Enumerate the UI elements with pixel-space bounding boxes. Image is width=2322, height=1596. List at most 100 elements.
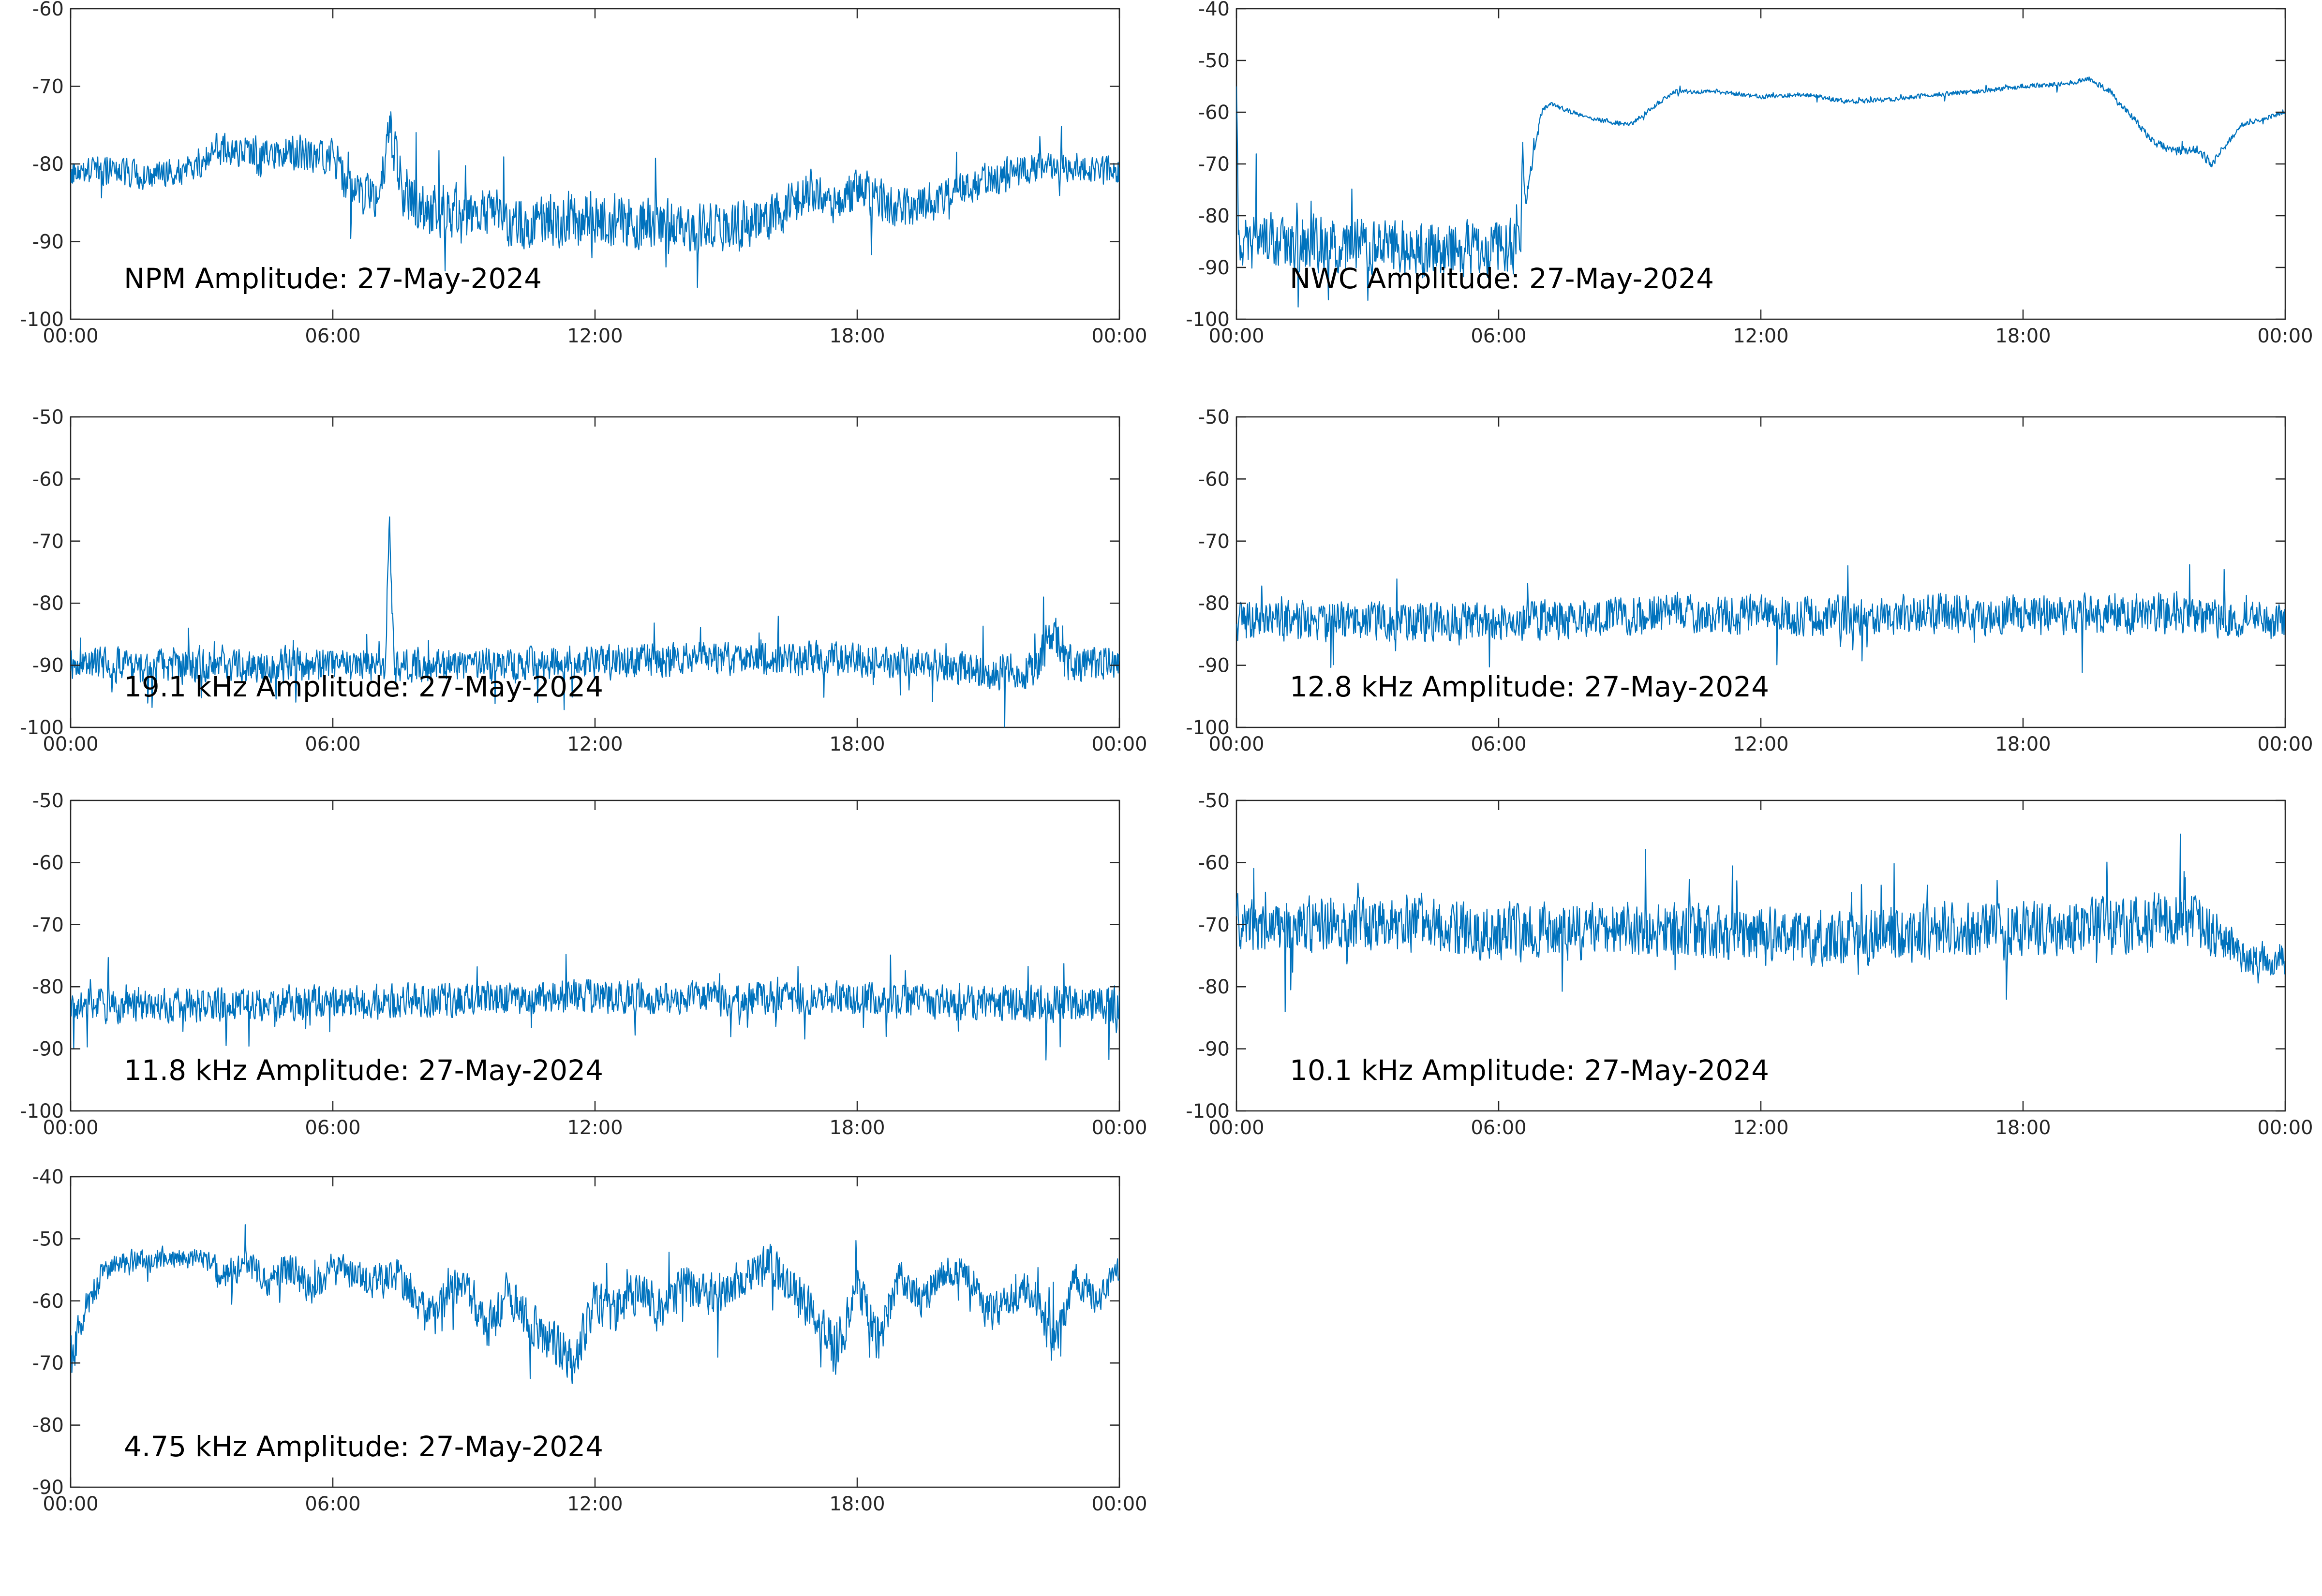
x-tick-label: 00:00 (1091, 1493, 1147, 1515)
y-tick-label: -70 (32, 914, 64, 936)
y-tick-label: -100 (1186, 1100, 1230, 1123)
y-tick-label: -100 (20, 717, 64, 739)
x-tick-label: 12:00 (567, 325, 623, 347)
y-tick-label: -60 (32, 0, 64, 20)
y-tick-label: -60 (1198, 852, 1230, 874)
panel-ticks: 00:00 06:00 12:00 18:00 00:00 -50 -60 -70 -80 -90… (1186, 406, 2313, 755)
panel-4-75-khz-amplitude: 00:00 06:00 12:00 18:00 00:00 -40 -50 -60 -70 -80… (32, 1166, 1147, 1515)
y-tick-label: -60 (32, 852, 64, 874)
y-tick-label: -50 (1198, 406, 1230, 429)
x-tick-label: 12:00 (567, 1493, 623, 1515)
y-tick-label: -80 (32, 976, 64, 998)
y-tick-label: -90 (32, 655, 64, 677)
x-tick-label: 00:00 (1091, 325, 1147, 347)
x-tick-label: 06:00 (305, 733, 360, 755)
panel-title: 4.75 kHz Amplitude: 27-May-2024 (124, 1430, 603, 1463)
panel-title: NPM Amplitude: 27-May-2024 (124, 262, 542, 295)
y-tick-label: -90 (32, 231, 64, 253)
panel-nwc-amplitude: 00:00 06:00 12:00 18:00 00:00 -40 -50 -60 -70 -80… (1186, 0, 2313, 347)
series-1-line (71, 1224, 1119, 1384)
panel-marks (1236, 564, 2285, 673)
x-tick-label: 18:00 (1995, 733, 2051, 755)
panel-marks (1236, 833, 2285, 1013)
y-tick-label: -70 (1198, 914, 1230, 936)
series-1-line (1236, 76, 2285, 308)
panel-11-8-khz-amplitude: 00:00 06:00 12:00 18:00 00:00 -50 -60 -70 -80 -90… (20, 790, 1147, 1139)
y-tick-label: -90 (1198, 257, 1230, 279)
panel-title: 12.8 kHz Amplitude: 27-May-2024 (1290, 670, 1769, 703)
x-tick-label: 00:00 (2257, 733, 2313, 755)
x-tick-label: 00:00 (1208, 733, 1264, 755)
x-tick-label: 00:00 (43, 325, 98, 347)
x-tick-label: 00:00 (1091, 1117, 1147, 1139)
x-tick-label: 12:00 (1733, 1117, 1788, 1139)
x-tick-label: 06:00 (305, 1493, 360, 1515)
y-tick-label: -100 (20, 1100, 64, 1123)
panel-ticks: 00:00 06:00 12:00 18:00 00:00 -40 -50 -60 -70 -80… (32, 1166, 1147, 1515)
y-tick-label: -100 (20, 309, 64, 331)
y-tick-label: -50 (32, 406, 64, 429)
x-tick-label: 00:00 (1208, 1117, 1264, 1139)
y-tick-label: -50 (1198, 790, 1230, 812)
y-tick-label: -80 (1198, 592, 1230, 615)
series-1-line (71, 516, 1119, 727)
y-tick-label: -70 (1198, 531, 1230, 553)
y-tick-label: -40 (1198, 0, 1230, 20)
panel-ticks: 00:00 06:00 12:00 18:00 00:00 -50 -60 -70 -80 -90… (20, 406, 1147, 755)
x-tick-label: 00:00 (1208, 325, 1264, 347)
y-tick-label: -80 (1198, 976, 1230, 998)
x-tick-label: 12:00 (567, 733, 623, 755)
y-tick-label: -70 (32, 76, 64, 98)
x-tick-label: 06:00 (1471, 1117, 1526, 1139)
panel-12-8-khz-amplitude: 00:00 06:00 12:00 18:00 00:00 -50 -60 -70 -80 -90… (1186, 406, 2313, 755)
y-tick-label: -90 (1198, 1038, 1230, 1061)
y-tick-label: -80 (32, 153, 64, 176)
panel-title: 11.8 kHz Amplitude: 27-May-2024 (124, 1054, 603, 1087)
x-tick-label: 12:00 (1733, 733, 1788, 755)
x-tick-label: 00:00 (1091, 733, 1147, 755)
panel-10-1-khz-amplitude: 00:00 06:00 12:00 18:00 00:00 -50 -60 -70 -80 -90… (1186, 790, 2313, 1139)
y-tick-label: -80 (32, 592, 64, 615)
panel-marks (71, 111, 1119, 288)
y-tick-label: -60 (1198, 102, 1230, 124)
y-tick-label: -90 (32, 1477, 64, 1499)
y-tick-label: -60 (1198, 468, 1230, 490)
panel-npm-amplitude: 00:00 06:00 12:00 18:00 00:00 -60 -70 -80 -90 -10… (20, 0, 1147, 347)
y-tick-label: -50 (32, 1228, 64, 1250)
x-tick-label: 18:00 (1995, 1117, 2051, 1139)
series-1-line (1236, 564, 2285, 673)
panel-ticks: 00:00 06:00 12:00 18:00 00:00 -40 -50 -60 -70 -80… (1186, 0, 2313, 347)
panel-19-1-khz-amplitude: 00:00 06:00 12:00 18:00 00:00 -50 -60 -70 -80 -90… (20, 406, 1147, 755)
x-tick-label: 06:00 (305, 325, 360, 347)
panel-ticks: 00:00 06:00 12:00 18:00 00:00 -60 -70 -80 -90 -10… (20, 0, 1147, 347)
y-tick-label: -90 (1198, 655, 1230, 677)
x-tick-label: 12:00 (1733, 325, 1788, 347)
series-1-line (71, 954, 1119, 1061)
x-tick-label: 06:00 (1471, 733, 1526, 755)
x-tick-label: 12:00 (567, 1117, 623, 1139)
y-tick-label: -70 (32, 1352, 64, 1374)
x-tick-label: 00:00 (43, 733, 98, 755)
x-tick-label: 00:00 (43, 1493, 98, 1515)
panel-marks (1236, 76, 2285, 308)
panel-title: 10.1 kHz Amplitude: 27-May-2024 (1290, 1054, 1769, 1087)
y-tick-label: -60 (32, 468, 64, 490)
x-tick-label: 18:00 (829, 1117, 885, 1139)
x-tick-label: 18:00 (829, 325, 885, 347)
y-tick-label: -80 (32, 1415, 64, 1437)
x-tick-label: 18:00 (1995, 325, 2051, 347)
x-tick-label: 00:00 (2257, 325, 2313, 347)
y-tick-label: -90 (32, 1038, 64, 1061)
x-tick-label: 06:00 (1471, 325, 1526, 347)
x-tick-label: 00:00 (43, 1117, 98, 1139)
panel-title: 19.1 kHz Amplitude: 27-May-2024 (124, 670, 603, 703)
panel-marks (71, 1224, 1119, 1384)
y-tick-label: -50 (32, 790, 64, 812)
x-tick-label: 18:00 (829, 733, 885, 755)
x-tick-label: 00:00 (2257, 1117, 2313, 1139)
panel-ticks: 00:00 06:00 12:00 18:00 00:00 -50 -60 -70 -80 -90… (20, 790, 1147, 1139)
y-tick-label: -100 (1186, 309, 1230, 331)
y-tick-label: -70 (1198, 153, 1230, 176)
